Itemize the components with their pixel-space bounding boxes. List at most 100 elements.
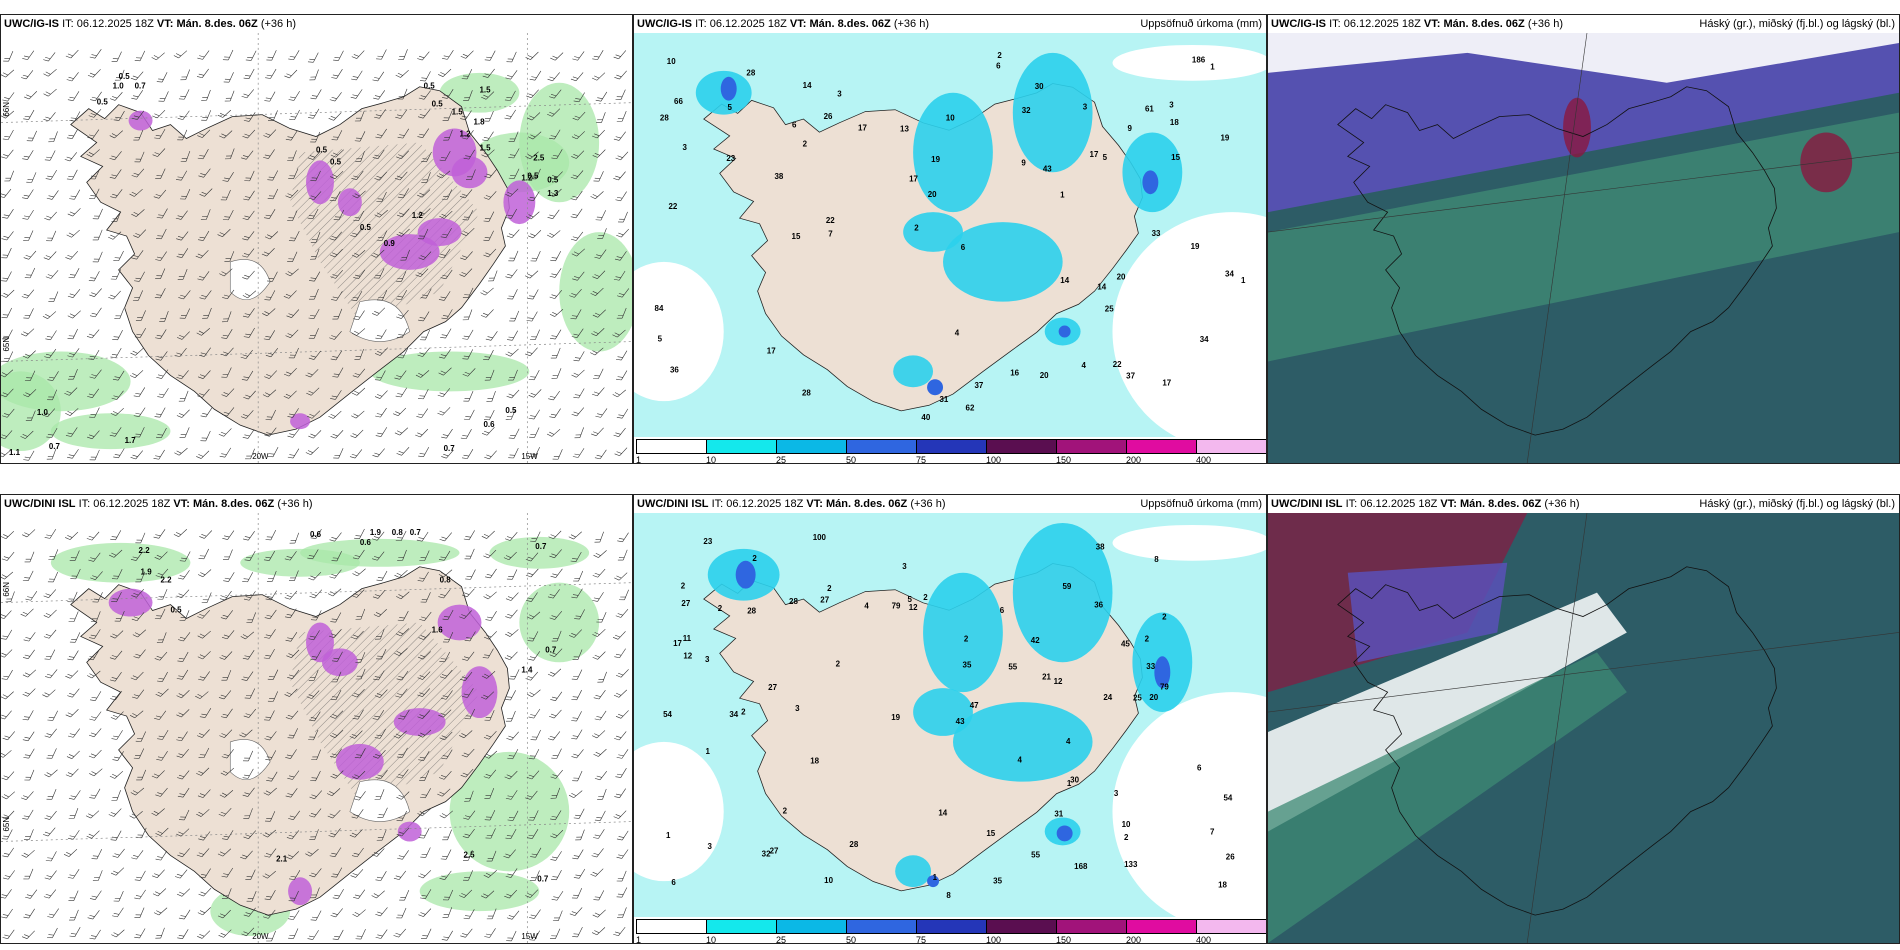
barb-flag [418,759,424,761]
wind-barb [245,448,255,460]
barb-shaft [140,731,146,742]
barb-flag [2,314,9,316]
cloud-map[interactable] [1268,33,1899,463]
barb-flag [289,878,295,880]
barb-flag [592,575,598,578]
barb-shaft [618,131,626,141]
barb-shaft [314,271,321,282]
barb-shaft [118,448,125,459]
barb-shaft [467,651,475,661]
wind-barb [397,610,409,622]
barb-flag [200,173,206,176]
barb-shaft [47,689,56,698]
wind-barb [330,689,342,701]
wind-barb [263,787,277,796]
barb-flag [394,432,400,436]
wind-barb [46,789,57,800]
wind-barb [462,870,473,881]
barb-flag [266,536,273,538]
barb-flag [440,712,446,716]
barb-flag [395,875,402,878]
barb-flag [219,232,225,235]
barb-flag [45,314,51,317]
colorbar-swatch [986,439,1057,454]
barb-shaft [159,288,166,299]
wind-barb [396,271,407,282]
barb-flag [569,913,576,916]
barb-flag [326,793,333,797]
wind-barb [529,329,540,340]
barb-shaft [52,908,59,918]
barb-flag [27,596,33,599]
barb-shaft [117,907,124,918]
wind-precip-label: 0.6 [483,420,495,429]
barb-flag [242,277,248,280]
barb-flag [398,314,404,317]
barb-flag [197,253,203,257]
barb-flag [549,715,555,719]
barb-flag [306,392,312,396]
barb-shaft [73,728,81,738]
barb-shaft [95,307,102,318]
precip-map[interactable]: 3 2 1 31 61 40 14 7 3 1 34 26 17 17 22 28 22 13 17 16 37 19 20… [634,33,1266,437]
wind-barb [462,329,474,340]
wind-barb [92,251,103,263]
barb-shaft [95,571,103,580]
barb-shaft [312,549,319,559]
wind-barb [153,189,167,199]
barb-flag [351,392,357,396]
barb-shaft [530,889,539,898]
barb-shaft [29,551,35,563]
barb-shaft [72,688,80,698]
barb-flag [69,935,75,938]
wind-precip-map[interactable]: 20W 15W 66N 65N 0.5 1.0 0.7 0.5 1.5 0.5 0.5 1.5 1.8 0… [1,33,632,463]
barb-shaft [620,608,629,618]
barb-shaft [493,270,498,281]
barb-shaft [401,827,410,837]
barb-flag [483,596,489,600]
wind-barb [196,450,210,459]
barb-flag [487,858,494,859]
barb-flag [154,297,161,299]
barb-shaft [512,748,519,759]
barb-flag [45,676,51,679]
wind-barb [129,188,143,197]
barb-flag [199,536,205,539]
barb-flag [284,597,290,600]
barb-flag [615,814,621,817]
barb-shaft [334,191,341,201]
barb-flag [617,356,623,358]
barb-flag [573,359,579,362]
precip-amount: 19 [1221,134,1230,143]
barb-shaft [72,869,80,879]
parallel [1,821,632,842]
barb-flag [419,577,425,579]
wind-barb [287,408,299,418]
barb-shaft [272,188,279,199]
barb-flag [264,636,270,639]
barb-flag [530,453,537,455]
barb-shaft [601,612,607,623]
barb-flag [156,334,163,337]
barb-flag [133,855,139,858]
barb-flag [419,211,425,215]
wind-precip-map[interactable]: 20W 15W 66N 65N 1.9 0.8 0.7 0.6 0.6 0.7 2.2 1.9 2.2 0… [1,513,632,943]
barb-shaft [553,709,562,719]
barb-flag [91,96,98,99]
wind-barb [375,407,387,418]
barb-flag [267,455,274,458]
wind-barb [284,688,298,697]
barb-flag [396,678,402,681]
barb-flag [527,572,534,576]
barb-shaft [400,109,408,119]
barb-flag [133,395,140,398]
wind-barb [219,729,233,738]
wind-barb [1,750,12,758]
barb-flag [47,719,53,721]
wind-barb [47,371,59,381]
barb-flag [179,398,186,399]
barb-flag [592,634,598,637]
barb-shaft [182,110,190,120]
barb-shaft [93,749,102,759]
barb-flag [550,575,556,578]
